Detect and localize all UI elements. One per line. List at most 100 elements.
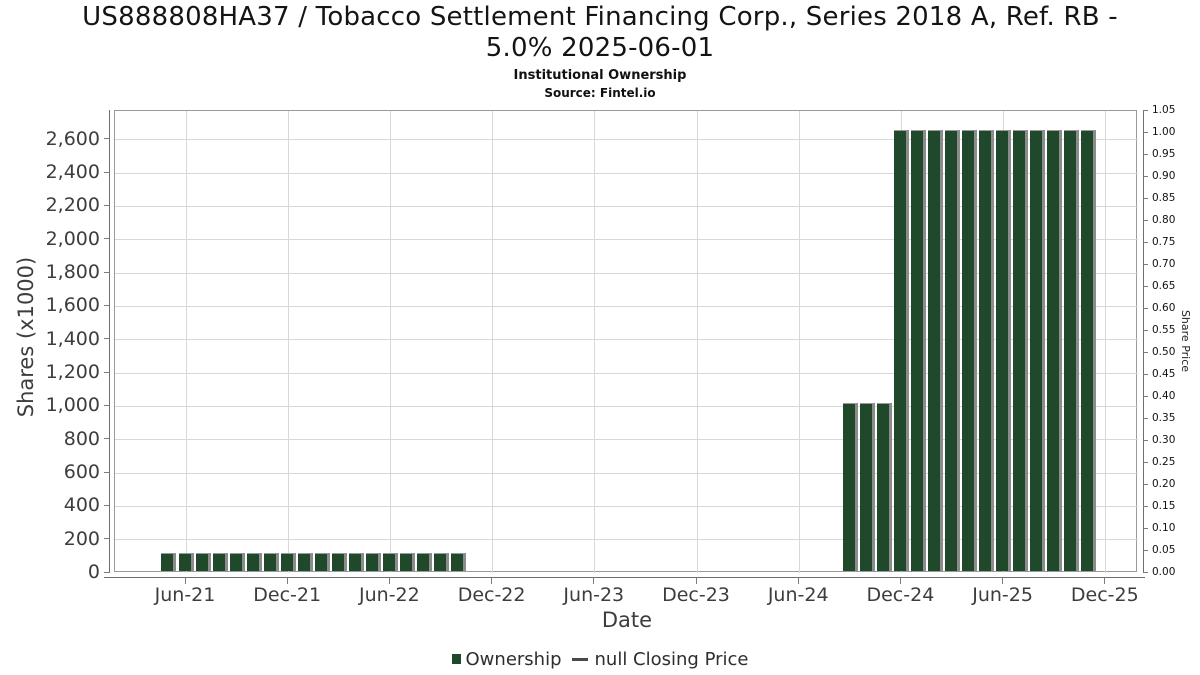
gridline-vertical — [696, 111, 698, 573]
y-left-tick-mark — [104, 171, 110, 173]
ownership-bar — [451, 553, 467, 571]
y-left-tick-label: 400 — [63, 494, 100, 517]
y-right-tick-mark — [1143, 417, 1148, 419]
y-right-tick-label: 0.45 — [1152, 368, 1176, 380]
y-left-tick-label: 1,600 — [45, 294, 100, 317]
y-axis-right-spine — [1143, 110, 1144, 573]
y-right-tick-label: 0.05 — [1152, 544, 1176, 556]
gridline-horizontal — [115, 405, 1138, 407]
y-right-tick-label: 0.35 — [1152, 412, 1176, 424]
y-left-tick-label: 0 — [87, 561, 100, 583]
y-right-tick-label: 0.15 — [1152, 500, 1176, 512]
gridline-horizontal — [115, 339, 1138, 341]
y-right-tick-mark — [1143, 153, 1148, 155]
ownership-legend-swatch-icon — [451, 654, 461, 664]
closing-price-legend-label: null Closing Price — [594, 648, 749, 670]
x-tick-label: Dec-21 — [253, 584, 322, 606]
ownership-bar — [195, 553, 211, 571]
chart-source: Source: Fintel.io — [544, 86, 656, 100]
y-axis-left-spine — [109, 110, 110, 573]
y-left-tick-mark — [104, 438, 110, 440]
x-tick-mark — [1002, 577, 1004, 584]
ownership-bar — [348, 553, 364, 571]
plot-area — [114, 110, 1138, 573]
ownership-bar — [1081, 130, 1097, 571]
y-left-tick-mark — [104, 404, 110, 406]
gridline-vertical — [492, 111, 494, 573]
y-left-tick-label: 2,600 — [45, 127, 100, 150]
ownership-bar — [331, 553, 347, 571]
y-right-tick-label: 0.80 — [1152, 214, 1176, 226]
gridline-vertical — [1105, 111, 1107, 573]
gridline-horizontal — [115, 305, 1138, 307]
ownership-bar — [314, 553, 330, 571]
gridline-horizontal — [115, 539, 1138, 541]
gridline-vertical — [287, 111, 289, 573]
chart-subtitle: Institutional Ownership — [513, 68, 687, 83]
gridline-horizontal — [115, 139, 1138, 141]
ownership-legend-label: Ownership — [465, 648, 562, 670]
gridline-horizontal — [115, 372, 1138, 374]
y-right-tick-mark — [1143, 241, 1148, 243]
ownership-bar — [297, 553, 313, 571]
y-right-tick-label: 0.65 — [1152, 280, 1176, 292]
x-tick-mark — [1104, 577, 1106, 584]
gridline-vertical — [798, 111, 800, 573]
x-axis-title: Date — [601, 608, 653, 632]
ownership-bar — [263, 553, 279, 571]
x-tick-mark — [899, 577, 901, 584]
y-right-tick-label: 0.90 — [1152, 170, 1176, 182]
y-right-tick-mark — [1143, 527, 1148, 529]
y-left-tick-label: 800 — [63, 427, 100, 450]
chart-title-line-2: 5.0% 2025-06-01 — [485, 33, 715, 63]
ownership-bar — [962, 130, 978, 571]
y-left-tick-mark — [104, 138, 110, 140]
y-right-tick-mark — [1143, 219, 1148, 221]
y-right-tick-mark — [1143, 197, 1148, 199]
y-right-tick-label: 0.00 — [1152, 566, 1176, 578]
y-right-tick-mark — [1143, 263, 1148, 265]
ownership-bar — [996, 130, 1012, 571]
ownership-bar — [246, 553, 262, 571]
y-right-tick-label: 1.00 — [1152, 126, 1176, 138]
ownership-bar — [1047, 130, 1063, 571]
y-right-tick-mark — [1143, 571, 1148, 573]
ownership-bar — [910, 130, 926, 571]
x-tick-mark — [184, 577, 186, 584]
ownership-bar — [842, 403, 858, 571]
ownership-bar — [1030, 130, 1046, 571]
y-right-tick-mark — [1143, 131, 1148, 133]
x-tick-mark — [388, 577, 390, 584]
y-right-tick-label: 0.60 — [1152, 302, 1176, 314]
ownership-bar — [365, 553, 381, 571]
x-tick-mark — [797, 577, 799, 584]
ownership-bar — [1064, 130, 1080, 571]
y-left-tick-mark — [104, 471, 110, 473]
x-tick-mark — [695, 577, 697, 584]
y-left-tick-label: 2,200 — [45, 194, 100, 217]
y-right-tick-label: 0.30 — [1152, 434, 1176, 446]
ownership-bar — [399, 553, 415, 571]
y-right-tick-mark — [1143, 505, 1148, 507]
ownership-bar — [382, 553, 398, 571]
ownership-bar — [1013, 130, 1029, 571]
y-left-tick-mark — [104, 304, 110, 306]
x-tick-label: Jun-24 — [767, 584, 829, 606]
y-left-tick-mark — [104, 204, 110, 206]
y-right-tick-label: 0.55 — [1152, 324, 1176, 336]
y-right-tick-mark — [1143, 351, 1148, 353]
y-left-tick-label: 1,800 — [45, 261, 100, 283]
y-right-tick-mark — [1143, 461, 1148, 463]
y-left-tick-label: 600 — [63, 461, 100, 483]
ownership-bar — [876, 403, 892, 571]
gridline-horizontal — [115, 505, 1138, 507]
ownership-bar — [893, 130, 909, 571]
y-right-tick-label: 0.50 — [1152, 346, 1176, 358]
y-left-tick-mark — [104, 571, 110, 573]
gridline-vertical — [185, 111, 187, 573]
y-right-tick-mark — [1143, 439, 1148, 441]
y-left-tick-label: 2,000 — [45, 227, 100, 250]
chart-header: US888808HA37 / Tobacco Settlement Financ… — [0, 2, 1200, 100]
gridline-horizontal — [115, 439, 1138, 441]
